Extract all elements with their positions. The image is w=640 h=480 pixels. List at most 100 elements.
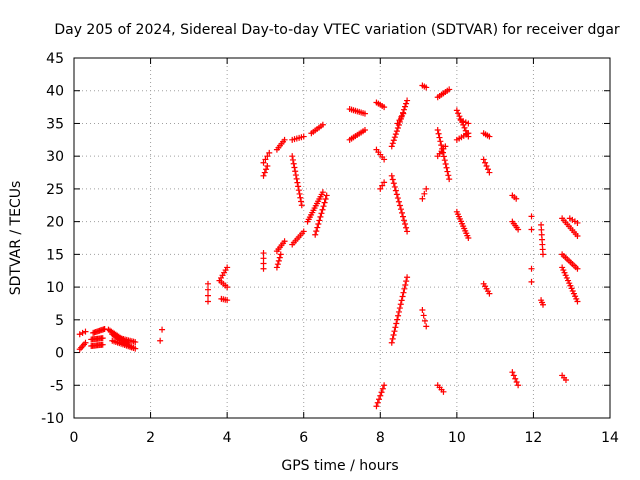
data-point — [379, 182, 386, 189]
data-point — [394, 316, 401, 323]
y-tick-label: 45 — [46, 51, 64, 67]
data-point — [157, 337, 164, 344]
data-point — [361, 127, 368, 133]
data-point — [400, 213, 407, 220]
data-point — [281, 238, 288, 245]
data-point — [262, 156, 269, 163]
data-point — [540, 251, 546, 258]
data-point — [434, 127, 441, 133]
data-point — [392, 131, 399, 138]
data-point — [132, 345, 139, 352]
data-point — [393, 320, 400, 327]
data-point — [292, 168, 299, 175]
data-point — [572, 293, 579, 300]
data-point — [573, 295, 580, 302]
data-point — [484, 166, 491, 173]
data-point — [316, 217, 323, 224]
chart-title: Day 205 of 2024, Sidereal Day-to-day VTE… — [54, 22, 620, 38]
data-point — [394, 120, 401, 127]
data-point — [562, 272, 569, 279]
data-point — [570, 290, 577, 297]
data-point — [465, 235, 472, 241]
data-point — [260, 260, 267, 267]
data-point — [224, 264, 231, 271]
data-point — [400, 289, 407, 296]
data-point — [378, 389, 385, 396]
data-point — [318, 210, 325, 217]
data-point — [566, 280, 573, 287]
data-point — [389, 176, 396, 183]
data-point — [397, 301, 404, 308]
grid — [74, 58, 610, 418]
data-point — [264, 163, 271, 169]
data-point — [486, 133, 493, 140]
data-point — [396, 117, 403, 124]
data-point — [396, 202, 403, 209]
data-point — [99, 335, 106, 342]
data-point — [574, 265, 581, 272]
data-point — [392, 324, 399, 331]
data-point — [394, 195, 401, 202]
data-point — [319, 206, 326, 213]
data-point — [275, 257, 282, 264]
data-point — [260, 265, 267, 272]
data-point — [390, 180, 397, 187]
data-point — [398, 297, 405, 304]
data-point — [513, 195, 520, 202]
data-point — [290, 160, 297, 167]
x-tick-label: 4 — [223, 430, 232, 446]
data-point — [300, 133, 307, 140]
data-point — [486, 290, 493, 297]
data-point — [281, 136, 288, 143]
data-point — [438, 142, 445, 149]
y-axis-label: SDTVAR / TECUs — [8, 181, 24, 296]
data-point — [512, 375, 519, 382]
data-point — [404, 274, 411, 281]
data-point — [294, 179, 301, 186]
data-point — [295, 183, 302, 190]
data-point — [389, 335, 396, 342]
data-point — [82, 339, 89, 346]
data-point — [205, 292, 211, 299]
data-point — [436, 134, 443, 141]
data-point — [373, 403, 380, 410]
data-point — [381, 104, 388, 111]
data-point — [574, 233, 581, 240]
y-tick-label: 15 — [46, 247, 64, 263]
data-point — [574, 219, 581, 226]
data-point — [465, 120, 472, 127]
y-tick-label: 5 — [55, 313, 64, 329]
data-point — [291, 164, 298, 171]
data-point — [289, 153, 296, 160]
data-point — [388, 172, 395, 179]
data-point — [315, 221, 322, 228]
data-point — [567, 282, 574, 289]
data-point — [159, 326, 166, 333]
data-point — [400, 110, 407, 117]
data-point — [563, 274, 570, 281]
data-point — [389, 140, 396, 147]
data-point — [132, 339, 139, 346]
data-point — [456, 113, 463, 120]
y-tick-label: 40 — [46, 84, 64, 100]
data-point — [391, 134, 398, 141]
data-point — [398, 113, 405, 120]
data-point — [388, 143, 395, 150]
data-point — [423, 323, 430, 330]
data-point — [528, 226, 535, 233]
data-point — [528, 265, 535, 272]
data-point — [321, 199, 328, 206]
data-point — [361, 110, 368, 117]
data-point — [377, 392, 384, 399]
data-point — [377, 185, 384, 192]
x-tick-label: 6 — [299, 430, 308, 446]
data-point — [260, 255, 267, 262]
data-point — [440, 388, 447, 395]
data-point — [403, 278, 410, 285]
data-point — [443, 164, 450, 171]
data-point — [76, 331, 83, 338]
y-tick-label: 30 — [46, 149, 64, 165]
data-point — [420, 312, 427, 319]
data-point — [446, 176, 453, 183]
